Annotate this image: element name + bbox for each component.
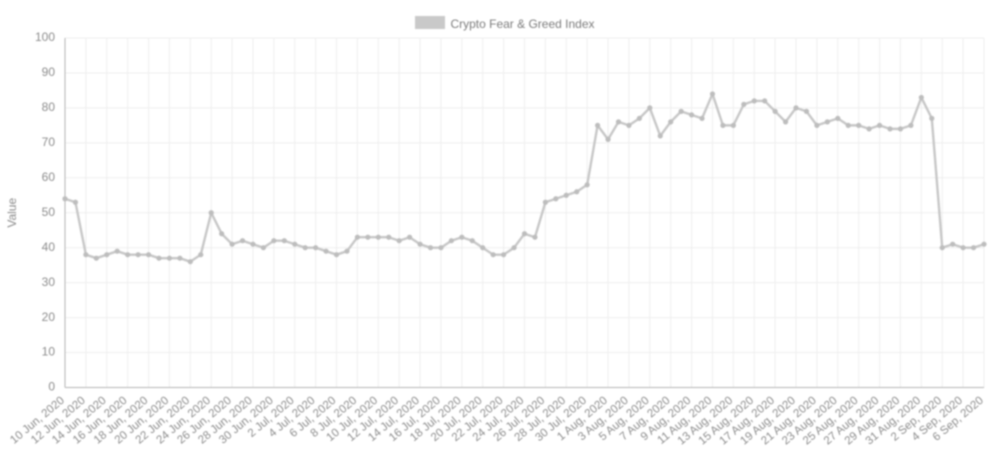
svg-text:20: 20: [42, 310, 56, 324]
svg-text:60: 60: [42, 170, 56, 184]
svg-text:0: 0: [48, 380, 55, 394]
svg-text:Value: Value: [5, 198, 19, 228]
svg-text:10: 10: [42, 345, 56, 359]
svg-text:90: 90: [42, 65, 56, 79]
svg-text:50: 50: [42, 205, 56, 219]
svg-text:100: 100: [35, 30, 55, 44]
svg-text:40: 40: [42, 240, 56, 254]
svg-text:70: 70: [42, 135, 56, 149]
svg-text:80: 80: [42, 100, 56, 114]
svg-text:30: 30: [42, 275, 56, 289]
